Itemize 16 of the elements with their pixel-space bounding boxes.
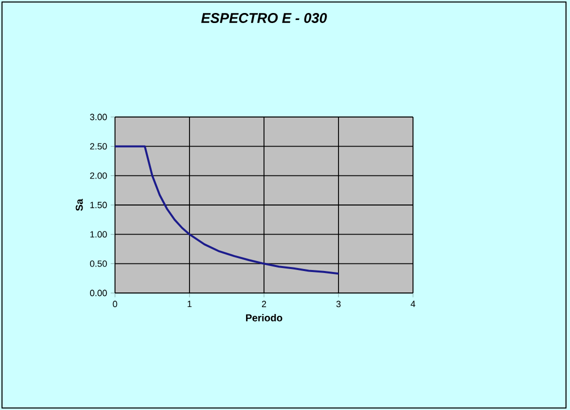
x-tick-label: 0 bbox=[112, 300, 118, 308]
line-series bbox=[115, 145, 340, 275]
x-axis-title: Periodo bbox=[246, 314, 282, 322]
y-tick-label: 1.50 bbox=[90, 202, 107, 208]
x-tick-label: 4 bbox=[410, 300, 416, 307]
y-tick-label: 1.00 bbox=[90, 231, 107, 238]
x-tick-label: 1 bbox=[188, 300, 192, 307]
x-tick-label: 2 bbox=[262, 300, 266, 308]
chart-title: ESPECTRO E - 030 bbox=[201, 13, 327, 23]
y-axis-title: Sa bbox=[76, 198, 83, 211]
y-tick-label: 0.50 bbox=[90, 260, 107, 267]
y-tick-label: 0.00 bbox=[90, 290, 107, 296]
y-tick-label: 3.00 bbox=[90, 114, 107, 120]
y-tick-label: 2.50 bbox=[90, 143, 107, 150]
y-tick-label: 2.00 bbox=[90, 172, 107, 179]
x-tick-label: 3 bbox=[336, 300, 341, 308]
